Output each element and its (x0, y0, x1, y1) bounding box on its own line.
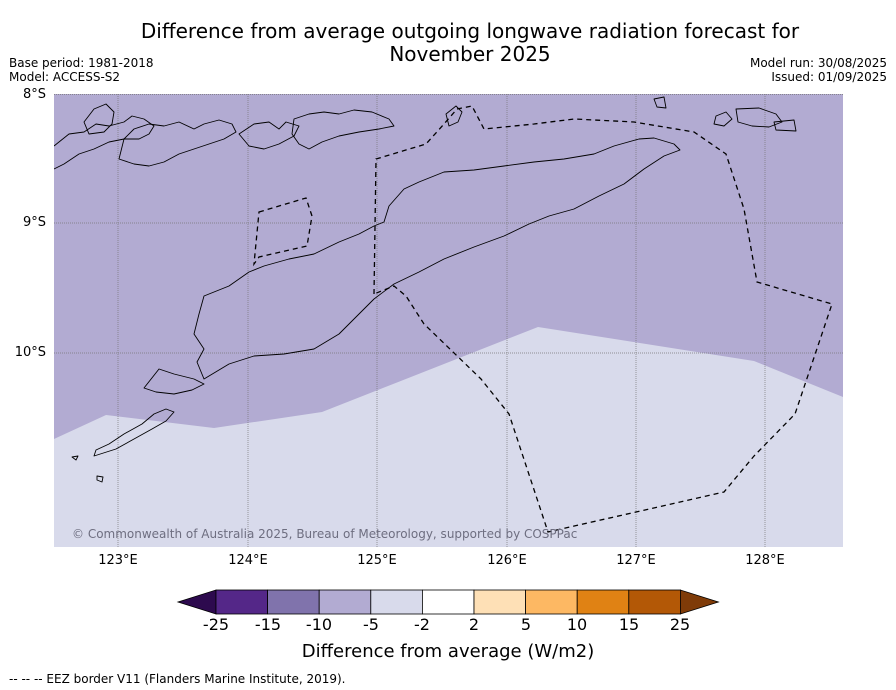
issued-text: Issued: 01/09/2025 (771, 70, 887, 84)
island-small-north (445, 105, 463, 127)
copyright-text: © Commonwealth of Australia 2025, Bureau… (72, 527, 577, 541)
meta-left: Base period: 1981-2018 Model: ACCESS-S2 (9, 56, 154, 84)
coastlines (54, 96, 797, 483)
colorbar-segment (628, 589, 681, 615)
island-babar-east (735, 107, 783, 128)
island-damar (653, 96, 667, 109)
colorbar-tick-label: 5 (520, 615, 532, 634)
map-title: Difference from average outgoing longwav… (140, 19, 800, 66)
lon-label-125e: 125°E (357, 553, 397, 568)
colorbar-tick-label: -15 (254, 615, 282, 634)
coast-timor (193, 137, 681, 380)
colorbar-segment (576, 589, 630, 615)
colorbar-tick-label: -25 (202, 615, 230, 634)
colorbar-tick-label: -2 (414, 615, 430, 634)
lat-label-8s: 8°S (22, 87, 46, 102)
meta-right: Model run: 30/08/2025 Issued: 01/09/2025 (750, 56, 887, 84)
base-period-text: Base period: 1981-2018 (9, 56, 154, 70)
island-ndao (71, 455, 79, 461)
colorbar-segment (215, 589, 268, 615)
model-text: Model: ACCESS-S2 (9, 70, 121, 84)
lon-label-127e: 127°E (616, 553, 656, 568)
island-wetar-west (118, 119, 237, 167)
island-small-south (96, 475, 104, 483)
island-small-east (773, 119, 797, 132)
colorbar-segment (525, 589, 578, 615)
eez-footnote: -- -- -- EEZ border V11 (Flanders Marine… (9, 672, 346, 686)
colorbar-tick-label: 10 (566, 615, 588, 634)
colorbar-tick-label: 2 (468, 615, 480, 634)
colorbar-segment (370, 589, 423, 615)
coast-timor-west (143, 368, 205, 395)
lon-label-128e: 128°E (745, 553, 785, 568)
colorbar-segment (267, 589, 320, 615)
model-run-text: Model run: 30/08/2025 (749, 56, 887, 70)
colorbar-segment (473, 589, 526, 615)
colorbar (176, 589, 720, 615)
map-panel: © Commonwealth of Australia 2025, Bureau… (54, 94, 843, 547)
lon-label-126e: 126°E (487, 553, 527, 568)
colorbar-segment (421, 589, 475, 615)
colorbar-segment (318, 589, 372, 615)
eez-border-timor-leste (373, 105, 833, 533)
colorbar-extend-max (679, 589, 720, 615)
region-minus5-to-minus2 (54, 327, 843, 547)
colorbar-tick-label: -10 (305, 615, 333, 634)
island-alor (83, 103, 115, 135)
eez-border-oecusse (253, 197, 313, 267)
colorbar-tick-label: 15 (618, 615, 640, 634)
colorbar-tick-label: 25 (669, 615, 691, 634)
lon-label-124e: 124°E (228, 553, 268, 568)
island-babar (713, 111, 733, 127)
coast-western-islands (54, 115, 155, 170)
lon-label-123e: 123°E (98, 553, 138, 568)
island-wetar-east (291, 109, 395, 150)
colorbar-tick-label: -5 (363, 615, 379, 634)
island-rote (93, 408, 175, 457)
colorbar-title: Difference from average (W/m2) (301, 641, 595, 662)
colorbar-extend-min (176, 589, 217, 615)
lat-label-9s: 9°S (22, 215, 46, 230)
graticule (54, 94, 843, 547)
island-wetar-mid (238, 121, 300, 150)
lat-label-10s: 10°S (14, 345, 46, 360)
